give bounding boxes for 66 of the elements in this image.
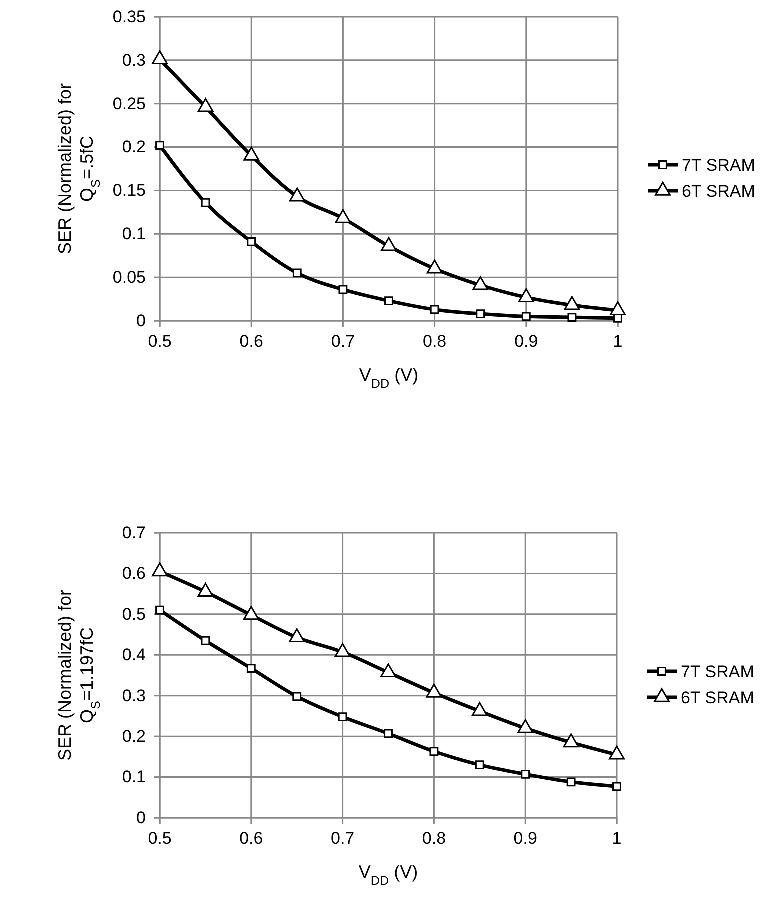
x-tick-label: 0.6 (240, 332, 264, 352)
point (430, 305, 440, 314)
y-tick-label: 0.05 (112, 268, 146, 288)
point (612, 782, 622, 792)
point (430, 747, 439, 756)
x-tick-label: 1 (612, 829, 622, 848)
point (380, 664, 396, 678)
point (568, 313, 577, 322)
y-tick-label: 0.3 (122, 686, 146, 706)
y-tick-label: 0.2 (122, 727, 146, 746)
y-tick-label: 0 (136, 808, 146, 828)
legend-label: 7T SRAM (681, 662, 754, 682)
point (566, 778, 576, 787)
point (381, 237, 397, 252)
point (198, 582, 214, 597)
point (292, 692, 302, 702)
point (201, 636, 210, 646)
legend-label: 6T SRAM (682, 182, 756, 201)
point (243, 606, 260, 620)
x-axis-title: V$_{DD}$ (V) (358, 862, 418, 888)
point (152, 562, 168, 577)
point (152, 50, 168, 64)
point (201, 198, 210, 208)
point (335, 209, 352, 224)
point (244, 146, 260, 161)
x-tick-label: 1 (613, 332, 623, 352)
y-tick-label: 0.15 (112, 181, 146, 200)
point (563, 734, 580, 748)
y-tick-label: 0.5 (122, 604, 146, 624)
point (384, 729, 393, 738)
legend-label: 6T SRAM (681, 688, 754, 708)
point (472, 702, 488, 716)
x-axis-title: V$_{DD}$ (V) (359, 365, 419, 391)
x-tick-label: 0.7 (331, 332, 356, 352)
point (289, 628, 306, 643)
x-tick-label: 0.6 (240, 829, 264, 848)
point (521, 770, 530, 779)
y-tick-label: 0.2 (122, 138, 146, 157)
point (475, 760, 484, 770)
point (384, 296, 394, 306)
y-tick-label: 0.6 (122, 564, 146, 584)
point (289, 188, 306, 202)
y-tick-label: 0.1 (122, 224, 146, 244)
x-tick-label: 0.8 (422, 829, 446, 848)
x-tick-label: 0.9 (514, 332, 538, 352)
x-tick-label: 0.8 (422, 332, 447, 352)
y-tick-label: 0.3 (122, 50, 146, 70)
legend-label: 7T SRAM (682, 156, 756, 175)
point (247, 238, 256, 246)
y-tick-label: 0.25 (112, 94, 146, 114)
point (426, 684, 442, 698)
point (198, 98, 214, 112)
y-tick-label: 0.35 (112, 7, 146, 26)
x-tick-label: 0.7 (330, 829, 355, 848)
point (476, 310, 486, 319)
point (338, 285, 348, 294)
point (338, 712, 348, 722)
point (522, 312, 531, 322)
y-tick-label: 0.7 (122, 523, 146, 542)
y-tick-label: 0.1 (122, 768, 146, 787)
x-tick-label: 0.9 (514, 829, 538, 848)
point (334, 643, 351, 658)
point (246, 664, 256, 674)
point (292, 268, 302, 278)
y-tick-label: 0.4 (122, 646, 146, 665)
y-tick-label: 0 (136, 311, 146, 330)
